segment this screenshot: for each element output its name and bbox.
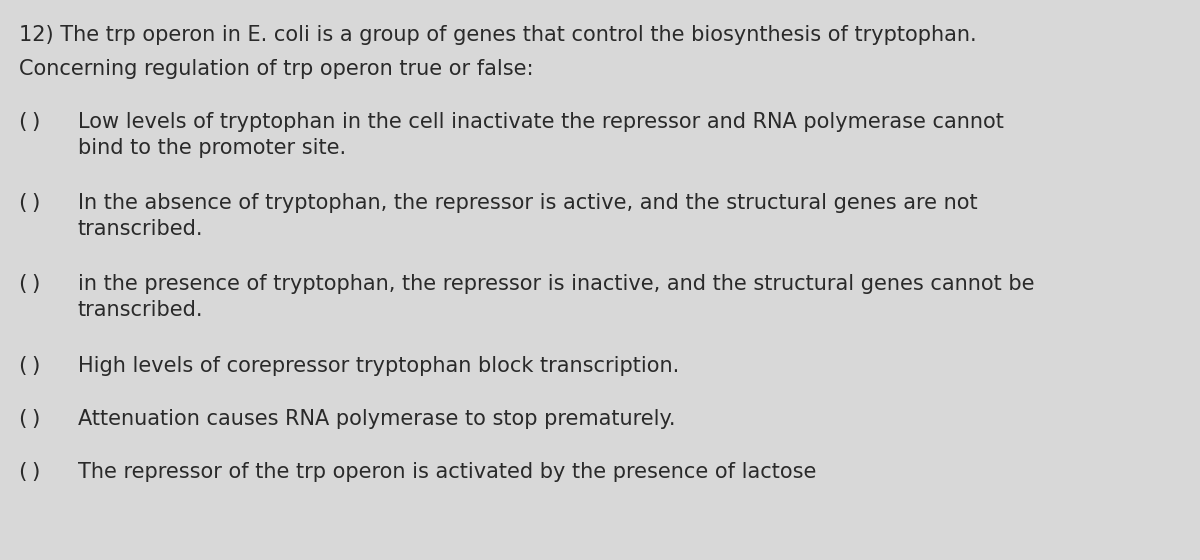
Text: ( ): ( ): [19, 356, 41, 376]
Text: in the presence of tryptophan, the repressor is inactive, and the structural gen: in the presence of tryptophan, the repre…: [78, 274, 1034, 320]
Text: ( ): ( ): [19, 193, 41, 213]
Text: ( ): ( ): [19, 409, 41, 429]
Text: ( ): ( ): [19, 274, 41, 295]
Text: ( ): ( ): [19, 112, 41, 132]
Text: Attenuation causes RNA polymerase to stop prematurely.: Attenuation causes RNA polymerase to sto…: [78, 409, 676, 429]
Text: ( ): ( ): [19, 462, 41, 482]
Text: The repressor of the trp operon is activated by the presence of lactose: The repressor of the trp operon is activ…: [78, 462, 816, 482]
Text: 12) The trp operon in E. coli is a group of genes that control the biosynthesis : 12) The trp operon in E. coli is a group…: [19, 25, 977, 45]
Text: In the absence of tryptophan, the repressor is active, and the structural genes : In the absence of tryptophan, the repres…: [78, 193, 978, 239]
Text: Concerning regulation of trp operon true or false:: Concerning regulation of trp operon true…: [19, 59, 534, 79]
Text: High levels of corepressor tryptophan block transcription.: High levels of corepressor tryptophan bl…: [78, 356, 679, 376]
Text: Low levels of tryptophan in the cell inactivate the repressor and RNA polymerase: Low levels of tryptophan in the cell ina…: [78, 112, 1004, 157]
